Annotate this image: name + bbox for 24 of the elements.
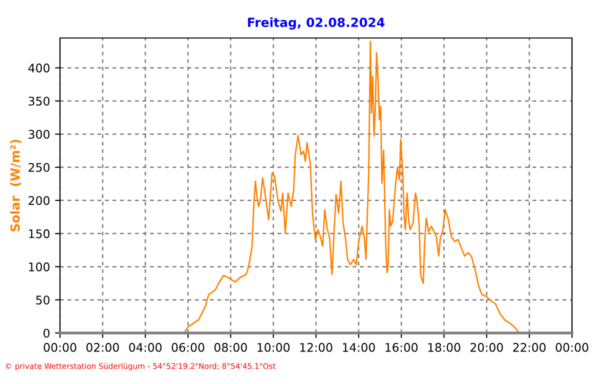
y-tick-label: 300 xyxy=(28,130,50,139)
y-tick-label: 350 xyxy=(28,96,50,106)
x-tick-label: 12:00 xyxy=(300,342,332,352)
y-tick-label: 200 xyxy=(28,196,50,206)
x-tick-label: 14:00 xyxy=(342,342,375,352)
x-tick-label: 10:00 xyxy=(258,342,290,352)
y-axis-title: Solar (W/m²) xyxy=(10,140,22,232)
y-tick-label: 250 xyxy=(28,162,50,172)
y-tick-label: 100 xyxy=(29,262,50,272)
x-tick-label: 22:00 xyxy=(513,342,546,352)
x-tick-label: 18:00 xyxy=(428,342,460,352)
x-tick-label: 00:00 xyxy=(44,342,76,352)
x-tick-label: 08:00 xyxy=(214,342,247,352)
x-tick-label: 20:00 xyxy=(470,342,503,352)
x-tick-label: 06:00 xyxy=(172,342,204,352)
x-tick-label: 02:00 xyxy=(86,342,119,352)
x-tick-label: 04:00 xyxy=(129,342,162,352)
y-tick-label: 0 xyxy=(44,328,50,338)
y-tick-label: 400 xyxy=(28,64,50,72)
y-tick-label: 150 xyxy=(29,229,50,238)
x-tick-label: 00:00 xyxy=(556,342,588,352)
x-tick-label: 16:00 xyxy=(386,342,418,352)
chart-title: Freitag, 02.08.2024 xyxy=(248,17,385,30)
y-tick-label: 50 xyxy=(36,296,50,305)
